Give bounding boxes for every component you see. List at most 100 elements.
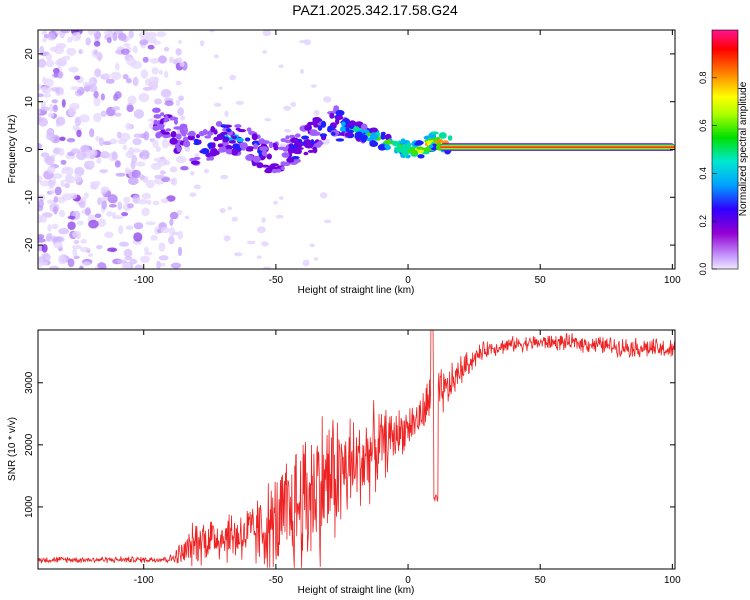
noise-blob (95, 136, 100, 142)
ridge-blob (281, 152, 290, 158)
noise-blob (69, 102, 80, 111)
noise-blob (38, 143, 43, 150)
noise-blob (235, 100, 245, 105)
y-tick-label: 20 (24, 48, 35, 60)
noise-blob (147, 31, 157, 39)
ridge-blob (244, 137, 251, 142)
noise-blob (53, 205, 58, 215)
spectrogram-x-axis-label: Height of straight line (km) (298, 285, 415, 296)
chart-title: PAZ1.2025.342.17.58.G24 (292, 2, 458, 18)
noise-blob (41, 106, 50, 112)
noise-blob (83, 192, 89, 199)
noise-blob (57, 237, 65, 242)
noise-blob (302, 259, 310, 267)
noise-blob (72, 248, 78, 257)
ridge-blob (369, 127, 378, 133)
noise-blob (264, 118, 272, 122)
noise-blob (117, 201, 123, 211)
noise-blob (113, 112, 122, 117)
noise-blob (194, 153, 200, 157)
ridge-blob (212, 150, 220, 156)
noise-blob (158, 55, 167, 64)
noise-blob (38, 58, 47, 68)
noise-blob (48, 112, 55, 118)
noise-blob (115, 62, 120, 71)
ridge-blob (329, 112, 335, 119)
ridge-blob (304, 124, 312, 131)
ridge-blob (231, 135, 237, 140)
noise-blob (126, 57, 136, 67)
ridge-blob (217, 134, 224, 141)
noise-blob (66, 47, 77, 56)
colorbar-tick-label: 0.8 (698, 72, 708, 85)
ridge-blob (319, 133, 328, 138)
noise-blob (67, 215, 76, 220)
ridge-blob (380, 133, 386, 140)
ridge-blob (245, 148, 254, 152)
noise-blob (224, 110, 229, 117)
ridge-blob (380, 131, 386, 135)
noise-blob (38, 93, 44, 98)
ridge-blob (193, 138, 200, 143)
noise-blob (93, 50, 98, 56)
snr-x-ticks: -100 -50 0 50 100 (134, 330, 681, 586)
x-tick-label: -100 (134, 275, 154, 286)
noise-blob (257, 255, 262, 259)
ridge-blob (228, 139, 236, 144)
noise-blob (114, 91, 122, 99)
noise-blob (156, 31, 167, 37)
noise-blob (303, 39, 312, 46)
noise-blob (60, 179, 65, 188)
ridge-blob (227, 149, 233, 155)
noise-blob (89, 183, 100, 189)
ridge-blob (386, 139, 392, 145)
noise-blob (322, 138, 331, 145)
noise-blob (190, 171, 195, 176)
ridge-blob (174, 118, 178, 125)
noise-blob (313, 109, 320, 116)
noise-blob (160, 226, 170, 234)
noise-blob (74, 75, 81, 80)
noise-blob (117, 32, 127, 41)
ridge-blob (256, 162, 264, 169)
ridge-blob (211, 142, 216, 149)
ridge-blob (187, 134, 195, 141)
noise-blob (132, 45, 138, 54)
ridge-blob (280, 138, 287, 143)
noise-blob (42, 84, 52, 94)
noise-blob (142, 86, 152, 91)
noise-blob (45, 59, 55, 68)
noise-blob (96, 262, 107, 269)
noise-blob (132, 76, 139, 87)
x-tick-label: 0 (405, 275, 411, 286)
spectrogram-x-ticks: -100 -50 0 50 100 (134, 30, 681, 286)
noise-blob (93, 40, 101, 47)
noise-blob (98, 137, 104, 147)
ridge-blob (289, 144, 298, 149)
noise-blob (159, 262, 166, 267)
ridge-blob (253, 143, 258, 150)
noise-blob (67, 258, 75, 268)
ridge-blob (193, 156, 201, 160)
noise-blob (58, 148, 65, 157)
noise-blob (107, 247, 118, 252)
noise-blob (175, 80, 182, 86)
ridge-blob (291, 156, 300, 160)
ridge-blob (377, 144, 387, 151)
noise-blob (125, 78, 132, 84)
noise-blob (46, 199, 56, 205)
noise-blob (227, 206, 233, 211)
ridge-blob (161, 131, 170, 135)
ridge-blob (158, 123, 165, 128)
noise-blob (189, 192, 197, 197)
noise-blob (144, 251, 153, 256)
noise-blob (38, 108, 41, 115)
noise-blob (158, 242, 166, 252)
snr-x-axis-label: Height of straight line (km) (298, 585, 415, 596)
noise-blob (138, 92, 150, 103)
x-tick-label: -50 (269, 575, 284, 586)
noise-blob (166, 195, 176, 202)
noise-blob (131, 155, 138, 164)
noise-blob (283, 105, 292, 111)
